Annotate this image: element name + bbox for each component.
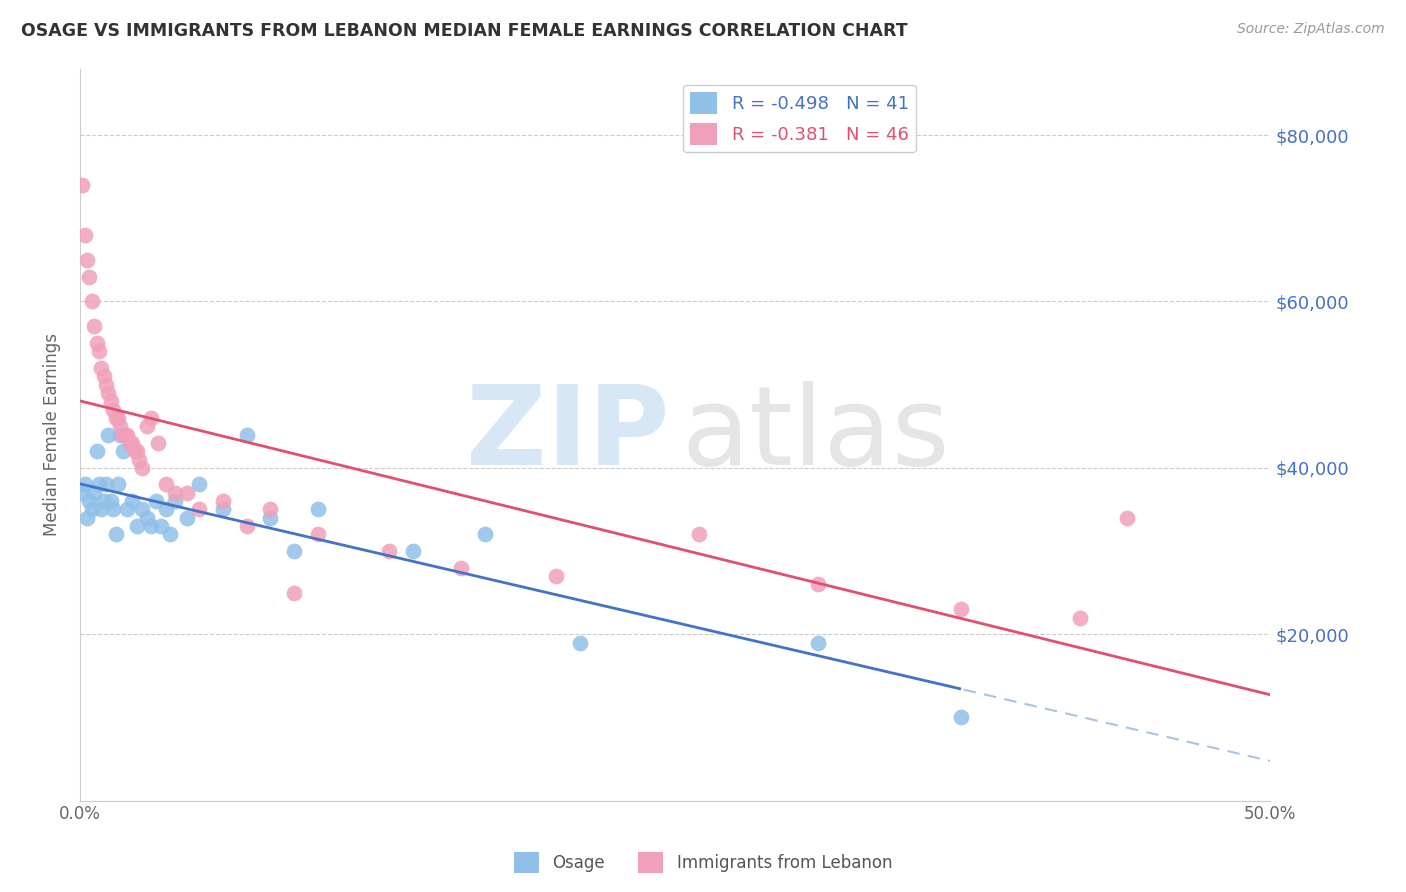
Point: [211, 502, 233, 516]
Point: [141, 519, 163, 533]
Point: [1116, 510, 1139, 524]
Text: ZIP: ZIP: [465, 381, 669, 488]
Point: [100, 394, 122, 409]
Point: [187, 502, 209, 516]
Point: [73, 227, 96, 242]
Point: [111, 427, 134, 442]
Point: [94, 477, 117, 491]
Point: [283, 585, 305, 599]
Legend: R = -0.498   N = 41, R = -0.381   N = 46: R = -0.498 N = 41, R = -0.381 N = 46: [683, 85, 915, 153]
Point: [159, 527, 181, 541]
Point: [176, 510, 198, 524]
Point: [131, 460, 153, 475]
Point: [94, 377, 117, 392]
Point: [125, 444, 148, 458]
Point: [111, 444, 134, 458]
Point: [107, 411, 129, 425]
Point: [110, 427, 132, 442]
Point: [155, 477, 177, 491]
Point: [90, 502, 112, 516]
Point: [544, 569, 567, 583]
Point: [807, 635, 830, 649]
Point: [135, 419, 157, 434]
Point: [949, 710, 972, 724]
Point: [165, 485, 187, 500]
Point: [114, 427, 136, 442]
Point: [83, 485, 105, 500]
Text: Source: ZipAtlas.com: Source: ZipAtlas.com: [1237, 22, 1385, 37]
Point: [103, 402, 125, 417]
Point: [235, 427, 257, 442]
Point: [97, 386, 120, 401]
Point: [104, 527, 127, 541]
Point: [688, 527, 710, 541]
Point: [141, 411, 163, 425]
Point: [93, 494, 115, 508]
Legend: Osage, Immigrants from Lebanon: Osage, Immigrants from Lebanon: [508, 846, 898, 880]
Point: [949, 602, 972, 616]
Point: [117, 427, 139, 442]
Point: [76, 510, 98, 524]
Point: [450, 560, 472, 574]
Point: [131, 502, 153, 516]
Point: [378, 544, 401, 558]
Point: [149, 519, 172, 533]
Point: [118, 436, 141, 450]
Point: [402, 544, 425, 558]
Point: [128, 452, 150, 467]
Point: [76, 252, 98, 267]
Text: atlas: atlas: [681, 381, 949, 488]
Point: [83, 319, 105, 334]
Point: [104, 411, 127, 425]
Point: [80, 294, 103, 309]
Point: [259, 510, 281, 524]
Point: [103, 502, 125, 516]
Point: [107, 477, 129, 491]
Point: [187, 477, 209, 491]
Point: [87, 477, 110, 491]
Point: [148, 436, 170, 450]
Point: [307, 502, 329, 516]
Point: [124, 444, 146, 458]
Point: [807, 577, 830, 591]
Point: [155, 502, 177, 516]
Point: [1069, 610, 1091, 624]
Point: [110, 419, 132, 434]
Point: [283, 544, 305, 558]
Point: [70, 485, 93, 500]
Point: [121, 436, 143, 450]
Point: [86, 336, 108, 351]
Point: [125, 519, 148, 533]
Point: [86, 444, 108, 458]
Point: [87, 344, 110, 359]
Point: [97, 427, 120, 442]
Y-axis label: Median Female Earnings: Median Female Earnings: [44, 333, 60, 536]
Point: [211, 494, 233, 508]
Point: [176, 485, 198, 500]
Point: [70, 178, 93, 192]
Point: [80, 502, 103, 516]
Point: [568, 635, 591, 649]
Point: [135, 510, 157, 524]
Point: [259, 502, 281, 516]
Point: [121, 494, 143, 508]
Point: [235, 519, 257, 533]
Point: [93, 369, 115, 384]
Point: [73, 477, 96, 491]
Point: [117, 502, 139, 516]
Point: [145, 494, 167, 508]
Point: [100, 494, 122, 508]
Point: [165, 494, 187, 508]
Text: OSAGE VS IMMIGRANTS FROM LEBANON MEDIAN FEMALE EARNINGS CORRELATION CHART: OSAGE VS IMMIGRANTS FROM LEBANON MEDIAN …: [21, 22, 908, 40]
Point: [307, 527, 329, 541]
Point: [79, 494, 101, 508]
Point: [79, 269, 101, 284]
Point: [474, 527, 496, 541]
Point: [90, 361, 112, 376]
